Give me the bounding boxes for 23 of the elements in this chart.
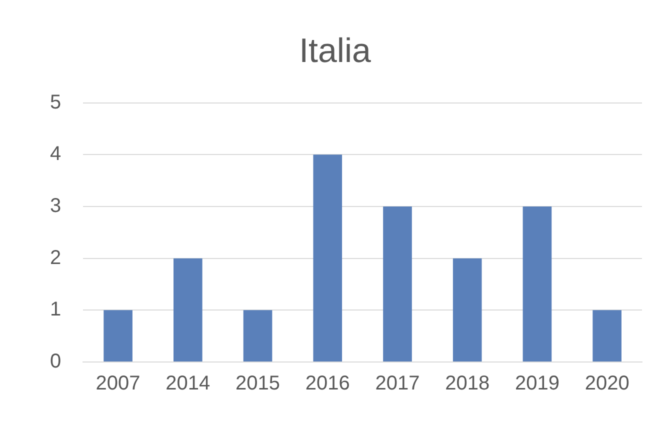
bar (592, 310, 622, 362)
bar (522, 206, 552, 362)
bar (104, 310, 132, 362)
x-tick-label: 2007 (96, 372, 140, 395)
x-tick-label: 2014 (166, 372, 210, 395)
bar (452, 258, 482, 362)
y-tick-label: 3 (50, 194, 62, 217)
y-tick-label: 1 (50, 298, 62, 321)
bar (243, 310, 272, 362)
x-tick-label: 2020 (584, 372, 630, 395)
y-tick-label: 0 (50, 350, 62, 373)
x-tick-label: 2017 (375, 372, 420, 395)
y-tick-label: 5 (50, 91, 62, 114)
chart-title: Italia (299, 32, 371, 70)
bar (174, 258, 202, 362)
x-tick-label: 2019 (514, 372, 560, 395)
x-tick-label: 2015 (236, 372, 280, 395)
bar (313, 154, 342, 362)
x-tick-label: 2018 (445, 372, 490, 395)
bar (383, 206, 412, 362)
y-tick-label: 2 (50, 246, 62, 269)
x-tick-label: 2016 (305, 372, 350, 395)
y-tick-label: 4 (50, 143, 62, 166)
